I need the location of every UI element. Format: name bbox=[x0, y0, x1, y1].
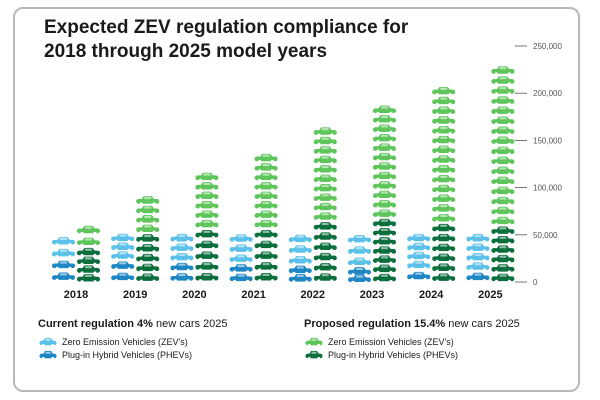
bar-current-zev-2020 bbox=[170, 234, 194, 263]
legend-proposed-rest: new cars 2025 bbox=[445, 318, 520, 330]
x-tick-label: 2018 bbox=[64, 289, 88, 301]
bar-proposed-phev-2025 bbox=[491, 226, 515, 283]
bar-current-phev-2019 bbox=[111, 261, 135, 283]
x-tick-label: 2025 bbox=[478, 289, 502, 301]
bar-proposed-zev-2019 bbox=[136, 196, 160, 234]
bar-current-phev-2020 bbox=[170, 262, 194, 283]
bar-proposed-zev-2021 bbox=[254, 153, 278, 230]
chart-title-line-1: Expected ZEV regulation compliance for bbox=[44, 17, 409, 38]
bar-current-phev-2022 bbox=[288, 265, 312, 284]
y-tick-label: 100,000 bbox=[533, 184, 562, 193]
chart-title: Expected ZEV regulation compliance for 2… bbox=[44, 16, 474, 64]
bar-current-phev-2021 bbox=[229, 264, 253, 283]
y-tick-label: 150,000 bbox=[533, 136, 562, 145]
car-icon bbox=[39, 337, 57, 347]
legend-proposed-zev: Zero Emission Vehicles (ZEV's) bbox=[304, 336, 564, 348]
bar-proposed-zev-2020 bbox=[195, 172, 219, 230]
bar-current-phev-2024 bbox=[407, 271, 431, 282]
legend-current-heading: Current regulation 4% new cars 2025 bbox=[38, 318, 228, 330]
bar-proposed-zev-2025 bbox=[491, 66, 515, 227]
car-icon bbox=[39, 350, 57, 360]
bar-current-zev-2019 bbox=[111, 233, 135, 261]
chart-title-line-2: 2018 through 2025 model years bbox=[44, 41, 328, 62]
bar-proposed-phev-2023 bbox=[373, 218, 396, 284]
bar-current-zev-2024 bbox=[407, 233, 431, 270]
x-tick-label: 2020 bbox=[182, 289, 206, 301]
car-icon bbox=[305, 350, 323, 360]
bar-proposed-phev-2020 bbox=[195, 230, 219, 283]
bar-proposed-phev-2018 bbox=[77, 247, 100, 284]
y-tick-label: 200,000 bbox=[533, 89, 562, 98]
x-tick-label: 2023 bbox=[360, 289, 384, 301]
bar-proposed-phev-2022 bbox=[313, 222, 337, 283]
legend-proposed-heading: Proposed regulation 15.4% new cars 2025 bbox=[304, 318, 520, 330]
bar-current-zev-2018 bbox=[52, 237, 75, 259]
y-tick-label: 50,000 bbox=[533, 231, 558, 240]
bar-proposed-zev-2024 bbox=[432, 86, 456, 224]
bar-current-phev-2023 bbox=[348, 267, 371, 284]
y-tick-label: 0 bbox=[533, 278, 538, 287]
legend-proposed-bold: Proposed regulation 15.4% bbox=[304, 318, 446, 330]
bar-current-zev-2022 bbox=[288, 234, 312, 266]
legend-current-phev: Plug-in Hybrid Vehicles (PHEVs) bbox=[38, 349, 278, 361]
legend-current-zev: Zero Emission Vehicles (ZEV's) bbox=[38, 336, 278, 348]
bar-current-phev-2025 bbox=[466, 272, 490, 283]
bar-proposed-zev-2018 bbox=[77, 225, 100, 247]
bar-current-zev-2025 bbox=[466, 234, 490, 272]
chart-frame bbox=[13, 7, 580, 392]
bar-current-zev-2021 bbox=[229, 234, 253, 264]
legend-proposed-zev-label: Zero Emission Vehicles (ZEV's) bbox=[328, 337, 454, 347]
bar-proposed-phev-2019 bbox=[136, 234, 160, 283]
bar-proposed-phev-2024 bbox=[432, 223, 456, 283]
bar-current-phev-2018 bbox=[52, 260, 75, 282]
legend-current-zev-label: Zero Emission Vehicles (ZEV's) bbox=[62, 337, 188, 347]
x-tick-label: 2021 bbox=[241, 289, 265, 301]
x-tick-label: 2019 bbox=[123, 289, 147, 301]
x-tick-label: 2022 bbox=[301, 289, 325, 301]
y-tick-label: 250,000 bbox=[533, 42, 562, 51]
bar-proposed-zev-2023 bbox=[373, 105, 396, 219]
bar-proposed-phev-2021 bbox=[254, 230, 278, 283]
bar-proposed-zev-2022 bbox=[313, 127, 337, 222]
legend-current-bold: Current regulation 4% bbox=[38, 318, 153, 330]
x-tick-label: 2024 bbox=[419, 289, 444, 301]
bar-current-zev-2023 bbox=[348, 235, 371, 267]
legend-current-phev-label: Plug-in Hybrid Vehicles (PHEVs) bbox=[62, 350, 193, 360]
legend-proposed-phev: Plug-in Hybrid Vehicles (PHEVs) bbox=[304, 349, 564, 361]
car-icon bbox=[305, 337, 323, 347]
legend-current-rest: new cars 2025 bbox=[152, 318, 228, 330]
legend-proposed-phev-label: Plug-in Hybrid Vehicles (PHEVs) bbox=[328, 350, 459, 360]
